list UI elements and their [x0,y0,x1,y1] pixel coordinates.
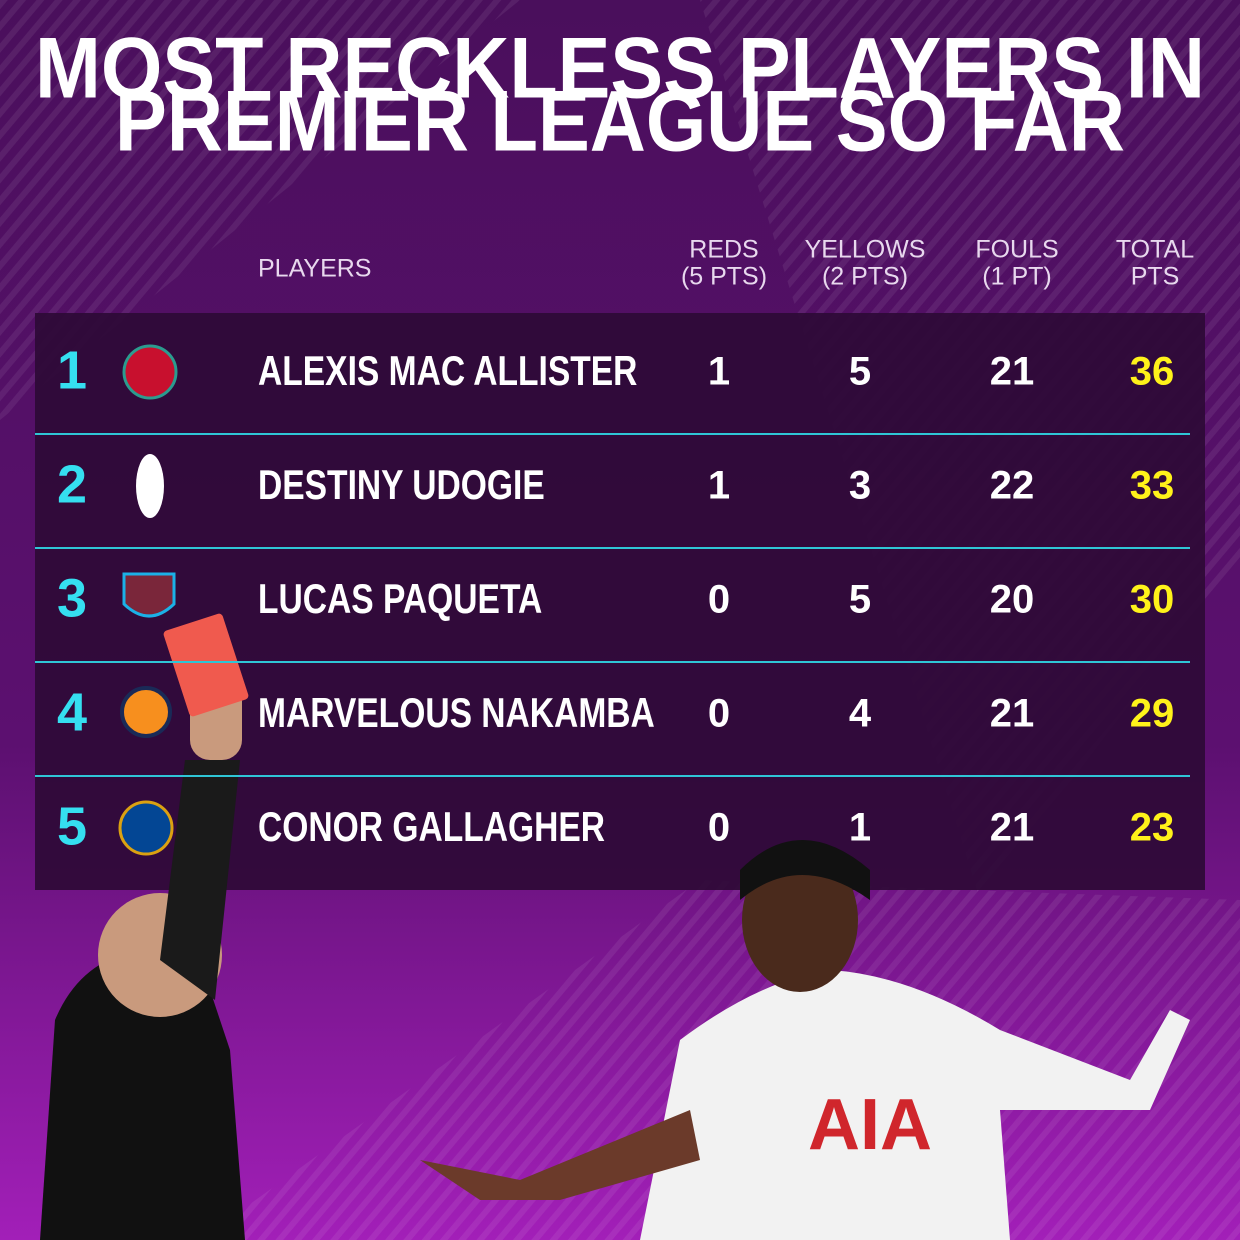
column-header: (1 PT) [982,263,1051,291]
player-name: CONOR GALLAGHER [258,805,605,851]
club-crest [122,344,178,400]
club-crest [122,572,176,618]
fouls-count: 21 [990,350,1035,394]
column-header: (5 PTS) [681,263,767,291]
shirt-logo: AIA [808,1085,932,1165]
column-header: TOTAL [1116,236,1194,264]
player-figure: AIA [420,840,1190,1240]
total-points: 29 [1130,692,1175,736]
club-crest [118,800,174,856]
club-crest [120,686,172,738]
column-header: YELLOWS [805,236,926,264]
yellows-count: 5 [849,350,871,394]
rank: 2 [57,454,87,514]
player-name: DESTINY UDOGIE [258,463,545,509]
yellows-count: 3 [849,464,871,508]
fouls-count: 20 [990,578,1035,622]
fouls-count: 21 [990,806,1035,850]
column-header: PTS [1131,263,1180,291]
rank: 4 [57,682,87,742]
title-line: PREMIER LEAGUE SO FAR [115,74,1125,170]
column-header: FOULS [975,236,1058,264]
reds-count: 0 [708,806,730,850]
total-points: 33 [1130,464,1175,508]
column-header: (2 PTS) [822,263,908,291]
red-card [163,613,249,717]
total-points: 30 [1130,578,1175,622]
column-header: REDS [689,236,758,264]
club-crests [118,344,178,856]
total-points: 23 [1130,806,1175,850]
reds-count: 1 [708,350,730,394]
fouls-count: 22 [990,464,1035,508]
yellows-count: 4 [849,692,872,736]
total-points: 36 [1130,350,1175,394]
rank: 1 [57,340,87,400]
rank: 5 [57,796,87,856]
player-name: MARVELOUS NAKAMBA [258,691,655,737]
rank: 3 [57,568,87,628]
club-crest [136,454,164,518]
fouls-count: 21 [990,692,1035,736]
player-name: LUCAS PAQUETA [258,577,542,623]
player-name: ALEXIS MAC ALLISTER [258,349,637,395]
header-players: PLAYERS [258,255,371,283]
reds-count: 0 [708,692,730,736]
reds-count: 1 [708,464,730,508]
yellows-count: 1 [849,806,871,850]
yellows-count: 5 [849,578,871,622]
title-line: MOST RECKLESS PLAYERS IN [35,21,1205,117]
reds-count: 0 [708,578,730,622]
referee-figure [40,613,249,1240]
